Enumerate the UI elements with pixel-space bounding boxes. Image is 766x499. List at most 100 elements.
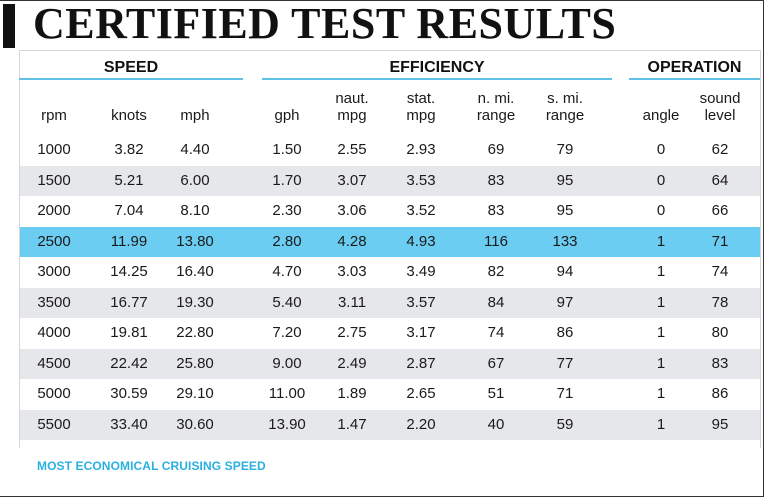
group-header-speed: SPEED (19, 58, 243, 80)
cell-n-mi-range: 116 (484, 233, 508, 250)
cell-stat-mpg: 4.93 (406, 233, 436, 250)
column-header-line: s. mi. (547, 90, 583, 107)
cell-angle: 0 (656, 202, 666, 219)
cell-n-mi-range: 83 (487, 172, 505, 189)
cell-sound-level: 74 (711, 263, 729, 280)
column-header-line: range (476, 107, 516, 124)
cell-n-mi-range: 67 (487, 355, 505, 372)
table-row: 3000 14.25 16.40 4.70 3.03 3.49 82 94 1 74 (20, 257, 760, 287)
cell-stat-mpg: 2.20 (406, 416, 436, 433)
column-header-rpm: rpm (41, 107, 67, 124)
column-header-line: stat. (406, 90, 436, 107)
cell-mph: 6.00 (180, 172, 210, 189)
cell-gph: 9.00 (272, 355, 302, 372)
cell-mph: 4.40 (180, 141, 210, 158)
table-row: 1000 3.82 4.40 1.50 2.55 2.93 69 79 0 62 (20, 135, 760, 165)
column-header-line: mpg (406, 107, 436, 124)
cell-naut-mpg: 3.11 (337, 294, 367, 311)
cell-s-mi-range: 59 (556, 416, 574, 433)
cell-rpm: 3500 (37, 294, 71, 311)
cell-rpm: 1500 (37, 172, 71, 189)
table-row: 4000 19.81 22.80 7.20 2.75 3.17 74 86 1 80 (20, 318, 760, 348)
column-header-line: mph (180, 107, 210, 124)
cell-rpm: 5500 (37, 416, 71, 433)
group-header-efficiency: EFFICIENCY (262, 58, 612, 80)
cell-n-mi-range: 40 (487, 416, 505, 433)
column-header-s-mi-range: s. mi. range (546, 90, 584, 124)
page-title: CERTIFIED TEST RESULTS (33, 0, 617, 48)
column-header-mph: mph (180, 107, 209, 124)
cell-stat-mpg: 3.17 (406, 324, 436, 341)
cell-knots: 19.81 (110, 324, 148, 341)
cell-naut-mpg: 2.49 (337, 355, 367, 372)
cell-angle: 1 (656, 324, 666, 341)
column-header-sound-level: sound level (700, 90, 741, 124)
cell-sound-level: 83 (711, 355, 729, 372)
cell-s-mi-range: 97 (556, 294, 574, 311)
cell-knots: 11.99 (110, 233, 148, 250)
column-header-line: mpg (337, 107, 367, 124)
cell-s-mi-range: 95 (556, 202, 574, 219)
table-row: 5000 30.59 29.10 11.00 1.89 2.65 51 71 1 86 (20, 379, 760, 409)
cell-n-mi-range: 74 (487, 324, 505, 341)
cell-stat-mpg: 2.65 (406, 385, 436, 402)
cell-angle: 0 (656, 172, 666, 189)
column-header-n-mi-range: n. mi. range (477, 90, 515, 124)
cell-angle: 1 (656, 233, 666, 250)
cell-angle: 1 (656, 294, 666, 311)
cell-angle: 1 (656, 416, 666, 433)
column-header-line: knots (111, 107, 147, 124)
cell-gph: 2.80 (272, 233, 302, 250)
cell-knots: 33.40 (110, 416, 148, 433)
column-header-line: level (704, 107, 736, 124)
cell-s-mi-range: 133 (552, 233, 578, 250)
table-row: 2000 7.04 8.10 2.30 3.06 3.52 83 95 0 66 (20, 196, 760, 226)
column-header-line: rpm (41, 107, 67, 124)
cell-n-mi-range: 84 (487, 294, 505, 311)
column-header-knots: knots (111, 107, 147, 124)
cell-naut-mpg: 3.06 (337, 202, 367, 219)
group-header-operation: OPERATION (629, 58, 760, 80)
cell-s-mi-range: 94 (556, 263, 574, 280)
column-header-line: range (545, 107, 585, 124)
cell-sound-level: 95 (711, 416, 729, 433)
cell-naut-mpg: 1.47 (337, 416, 367, 433)
column-header-line: naut. (335, 90, 369, 107)
cell-sound-level: 66 (711, 202, 729, 219)
cell-naut-mpg: 2.75 (337, 324, 367, 341)
cell-angle: 1 (656, 355, 666, 372)
cell-n-mi-range: 83 (487, 202, 505, 219)
cell-stat-mpg: 2.87 (406, 355, 436, 372)
cell-gph: 2.30 (272, 202, 302, 219)
table-row: 3500 16.77 19.30 5.40 3.11 3.57 84 97 1 78 (20, 288, 760, 318)
column-header-stat-mpg: stat. mpg (406, 90, 435, 124)
cell-sound-level: 80 (711, 324, 729, 341)
cell-stat-mpg: 3.49 (406, 263, 436, 280)
cell-mph: 22.80 (176, 324, 214, 341)
cell-sound-level: 78 (711, 294, 729, 311)
table-row-highlighted: 2500 11.99 13.80 2.80 4.28 4.93 116 133 1 71 (20, 227, 760, 257)
cell-knots: 14.25 (110, 263, 148, 280)
cell-mph: 25.80 (176, 355, 214, 372)
cell-knots: 5.21 (114, 172, 144, 189)
cell-s-mi-range: 95 (556, 172, 574, 189)
cell-gph: 11.00 (268, 385, 306, 402)
cell-knots: 16.77 (110, 294, 148, 311)
cell-s-mi-range: 77 (556, 355, 574, 372)
cell-naut-mpg: 2.55 (337, 141, 367, 158)
cell-rpm: 4500 (37, 355, 71, 372)
cell-angle: 0 (656, 141, 666, 158)
cell-sound-level: 86 (711, 385, 729, 402)
column-header-line: sound (699, 90, 741, 107)
cell-stat-mpg: 2.93 (406, 141, 436, 158)
cell-knots: 22.42 (110, 355, 148, 372)
column-header-line: angle (642, 107, 680, 124)
cell-mph: 8.10 (180, 202, 210, 219)
cell-knots: 30.59 (110, 385, 148, 402)
cell-mph: 13.80 (176, 233, 214, 250)
cell-s-mi-range: 79 (556, 141, 574, 158)
cell-rpm: 4000 (37, 324, 71, 341)
cell-angle: 1 (656, 263, 666, 280)
cell-s-mi-range: 86 (556, 324, 574, 341)
